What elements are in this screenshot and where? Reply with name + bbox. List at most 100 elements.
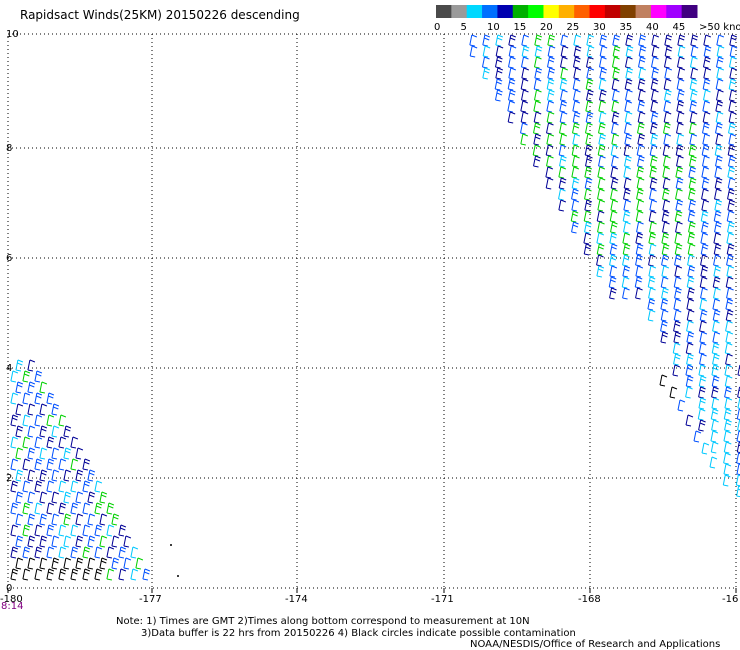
wind-barb <box>699 276 708 289</box>
wind-barb <box>702 111 711 124</box>
longitude-label: -180 <box>0 594 23 605</box>
wind-barb <box>685 364 694 377</box>
wind-barb <box>710 430 719 443</box>
wind-barb <box>702 155 710 168</box>
wind-barb <box>63 469 72 482</box>
wind-barb <box>545 144 554 157</box>
wind-barb <box>22 546 31 559</box>
wind-barb <box>725 309 734 322</box>
wind-barb <box>650 100 659 113</box>
wind-barb <box>688 166 697 179</box>
wind-barb <box>508 89 516 102</box>
wind-barb <box>58 414 67 427</box>
wind-barb <box>507 78 516 91</box>
wind-barb <box>22 524 31 537</box>
wind-barb <box>711 397 720 410</box>
wind-barb <box>674 232 683 245</box>
wind-barb <box>10 480 19 493</box>
wind-barb <box>724 386 732 399</box>
wind-barb <box>51 557 60 570</box>
wind-barb <box>22 568 31 581</box>
wind-barb <box>610 144 619 157</box>
wind-barb <box>700 232 709 245</box>
wind-barb <box>712 298 721 311</box>
wind-barb <box>677 45 686 58</box>
wind-barb <box>638 67 647 80</box>
wind-barb <box>598 100 607 113</box>
wind-barb <box>597 177 606 190</box>
wind-barb <box>726 210 735 223</box>
wind-barb <box>685 414 694 427</box>
wind-barb <box>70 480 79 493</box>
wind-barb <box>34 436 43 449</box>
wind-barb <box>495 34 504 47</box>
wind-barb <box>584 188 592 201</box>
wind-barb <box>699 331 708 344</box>
wind-barb <box>63 447 72 460</box>
wind-barb <box>729 67 738 80</box>
wind-barb <box>534 34 543 47</box>
wind-barb <box>51 447 60 460</box>
contamination-dot <box>170 544 172 546</box>
wind-barb <box>651 45 660 58</box>
wind-barb <box>728 100 737 113</box>
wind-barb <box>546 122 554 135</box>
wind-barb <box>532 144 541 157</box>
wind-barb <box>598 155 606 168</box>
wind-barb <box>726 254 734 267</box>
wind-barb <box>726 243 735 256</box>
wind-barb <box>729 56 737 69</box>
wind-barb <box>724 397 733 410</box>
wind-barb <box>34 370 43 383</box>
wind-barb <box>728 111 737 124</box>
wind-barb <box>610 166 619 179</box>
wind-barbs <box>10 34 740 581</box>
wind-barb <box>687 265 696 278</box>
wind-barb <box>689 122 697 135</box>
wind-barb <box>495 89 503 102</box>
latitude-label: 8 <box>6 143 12 154</box>
wind-barb <box>15 381 24 394</box>
wind-barb <box>673 276 682 289</box>
wind-barb <box>75 469 84 482</box>
wind-barb <box>10 458 19 471</box>
wind-barb <box>558 199 567 212</box>
legend-label: 40 <box>646 22 659 33</box>
wind-barb <box>675 199 684 212</box>
wind-barb <box>94 502 103 515</box>
wind-barb <box>724 342 733 355</box>
wind-barb <box>27 513 36 526</box>
wind-barb <box>611 100 620 113</box>
wind-barb <box>690 56 698 69</box>
wind-barb <box>727 199 736 212</box>
wind-barb <box>723 441 732 454</box>
wind-barb <box>573 45 582 58</box>
wind-barb <box>58 480 67 493</box>
wind-barb <box>51 535 60 548</box>
wind-barb <box>10 436 19 449</box>
wind-barb <box>649 188 657 201</box>
wind-barb <box>698 386 706 399</box>
wind-barb <box>622 254 630 267</box>
wind-barb <box>727 177 736 190</box>
wind-barb <box>725 353 733 366</box>
wind-barb <box>87 491 96 504</box>
contamination-dot <box>177 575 179 577</box>
wind-barb <box>638 89 646 102</box>
wind-barb <box>70 524 79 537</box>
wind-barb <box>728 78 737 91</box>
wind-barb <box>662 177 671 190</box>
wind-barb <box>15 535 24 548</box>
wind-barb <box>711 375 720 388</box>
wind-barb <box>686 353 694 366</box>
wind-barb <box>15 403 24 416</box>
wind-barb <box>698 419 706 432</box>
wind-barb <box>610 199 619 212</box>
wind-barb <box>636 221 644 234</box>
wind-barb <box>711 364 720 377</box>
wind-barb <box>647 298 656 311</box>
wind-barb <box>571 221 579 234</box>
wind-barb <box>99 535 108 548</box>
wind-barb <box>598 133 607 146</box>
wind-barb <box>623 188 631 201</box>
